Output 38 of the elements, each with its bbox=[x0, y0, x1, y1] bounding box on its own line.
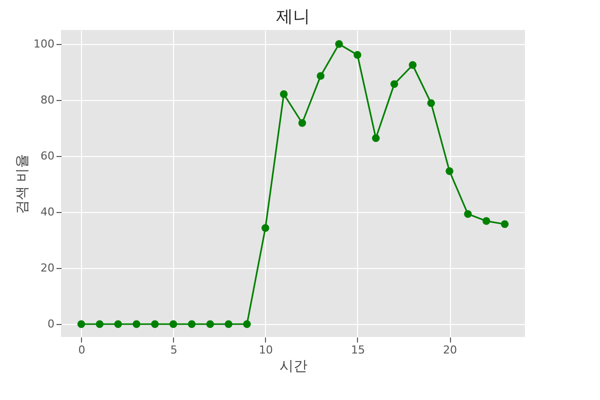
point bbox=[390, 80, 398, 88]
x-tick-label: 0 bbox=[78, 344, 86, 356]
point bbox=[372, 134, 380, 142]
x-tick-label: 10 bbox=[258, 344, 273, 356]
point bbox=[132, 320, 140, 328]
point bbox=[243, 320, 251, 328]
point bbox=[206, 320, 214, 328]
y-tick-label: 40 bbox=[40, 206, 54, 219]
point bbox=[151, 320, 159, 328]
point bbox=[96, 320, 104, 328]
y-tick-label: 0 bbox=[48, 318, 54, 331]
point bbox=[77, 320, 86, 328]
point bbox=[169, 320, 178, 328]
y-tick-label: 80 bbox=[40, 94, 54, 107]
point bbox=[408, 61, 417, 69]
point bbox=[482, 217, 490, 225]
point bbox=[446, 167, 454, 176]
point bbox=[316, 72, 324, 80]
chart-title: 제니 bbox=[276, 7, 310, 27]
x-tick-label: 15 bbox=[350, 344, 365, 356]
x-axis-title: 시간 bbox=[280, 358, 308, 374]
point bbox=[280, 90, 288, 98]
point bbox=[188, 320, 196, 328]
point bbox=[224, 320, 232, 328]
y-tick-label: 60 bbox=[40, 150, 54, 163]
point bbox=[500, 220, 509, 228]
point bbox=[298, 119, 306, 127]
x-tick-label: 20 bbox=[443, 344, 458, 356]
point bbox=[464, 210, 472, 218]
y-tick-label: 20 bbox=[40, 262, 54, 275]
point bbox=[262, 224, 270, 232]
point bbox=[427, 99, 435, 107]
y-tick-label: 100 bbox=[34, 38, 54, 51]
x-tick-label: 5 bbox=[170, 344, 178, 356]
point bbox=[114, 320, 122, 328]
point bbox=[335, 40, 343, 48]
point bbox=[354, 51, 362, 59]
y-axis-title: 검색 비율 bbox=[14, 154, 31, 214]
